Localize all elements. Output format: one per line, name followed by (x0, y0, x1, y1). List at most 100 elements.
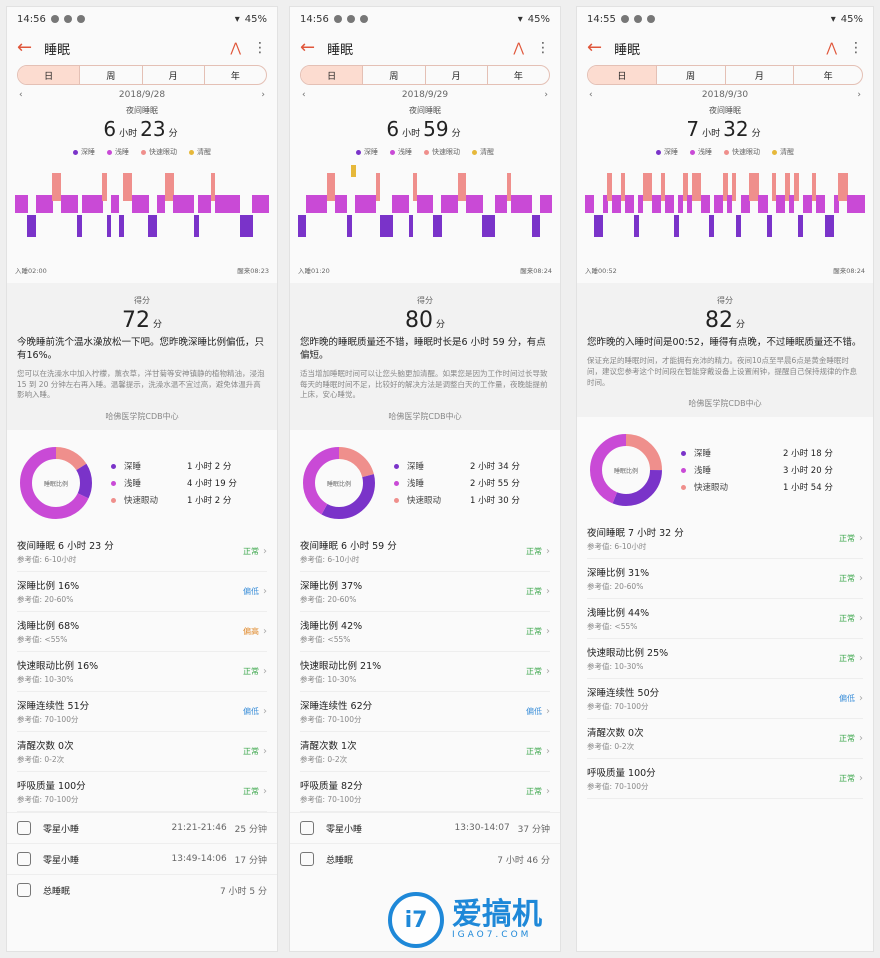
next-day-icon[interactable]: › (857, 90, 861, 100)
tab-3[interactable]: 年 (823, 71, 833, 82)
ratio-donut: 睡眠比例 (20, 447, 92, 520)
next-day-icon[interactable]: › (544, 90, 548, 100)
prev-day-icon[interactable]: ‹ (19, 90, 23, 100)
legend-item: 清醒 (772, 147, 794, 157)
tab-2[interactable]: 月 (726, 66, 795, 84)
stage-bar (322, 195, 327, 213)
stage-bar (718, 195, 724, 213)
tab-1[interactable]: 周 (363, 66, 426, 84)
share-icon[interactable]: ⋀ (230, 40, 241, 56)
chevron-right-icon: › (263, 786, 267, 798)
metric-name: 呼吸质量 82分 (300, 781, 363, 793)
more-icon[interactable]: ⋮ (253, 40, 267, 56)
status-bar: 14:56 ▾ 45% (7, 7, 277, 31)
back-arrow-icon[interactable]: ← (17, 37, 33, 58)
stage-bar (416, 195, 422, 213)
stage-bar (384, 215, 389, 237)
nap-row[interactable]: 总睡眠 7 小时 46 分 (290, 843, 560, 874)
stage-bar (847, 195, 852, 213)
donut-slice (20, 447, 92, 520)
metric-row[interactable]: 清醒次数 0次 参考值: 0-2次 正常 › (587, 719, 863, 760)
metric-row[interactable]: 呼吸质量 100分 参考值: 70-100分 正常 › (17, 772, 267, 813)
metric-row[interactable]: 深睡比例 16% 参考值: 20-60% 偏低 › (17, 572, 267, 613)
app-bar: ← 睡眠 ⋀ ⋮ (290, 31, 560, 65)
metric-row[interactable]: 夜间睡眠 6 小时 59 分参考值: 6-10小时 正常 › (300, 532, 550, 573)
breakdown-name: 深睡 (694, 449, 712, 460)
stage-bar (123, 173, 128, 201)
more-icon[interactable]: ⋮ (849, 40, 863, 56)
score-label: 得分 (717, 296, 733, 305)
tab-1[interactable]: 周 (80, 66, 143, 84)
metric-row[interactable]: 浅睡比例 42% 参考值: <55% 正常 › (300, 612, 550, 653)
metric-row[interactable]: 呼吸质量 82分 参考值: 70-100分 正常 › (300, 772, 550, 813)
metric-row[interactable]: 深睡比例 31% 参考值: 20-60% 正常 › (587, 559, 863, 600)
metric-row[interactable]: 深睡比例 37% 参考值: 20-60% 正常 › (300, 572, 550, 613)
tip-text: 保证充足的睡眠时间，才能拥有充沛的精力。夜间10点至早晨6点是黄金睡眠时间，建议… (587, 355, 857, 387)
prev-day-icon[interactable]: ‹ (302, 90, 306, 100)
more-icon[interactable]: ⋮ (536, 40, 550, 56)
nap-row[interactable]: 零星小睡 13:49-14:06 17 分钟 (7, 843, 277, 874)
metric-row[interactable]: 清醒次数 1次 参考值: 0-2次 正常 › (300, 732, 550, 773)
nap-icon (300, 852, 314, 867)
stage-bar (673, 215, 679, 237)
metric-row[interactable]: 浅睡比例 68% 参考值: <55% 偏高 › (17, 612, 267, 653)
tab-2[interactable]: 月 (143, 66, 205, 84)
legend-item: 深睡 (356, 147, 378, 157)
nap-row[interactable]: 零星小睡 21:21-21:46 25 分钟 (7, 812, 277, 843)
tab-3[interactable]: 年 (230, 71, 240, 82)
stage-bar (856, 195, 861, 213)
metric-text: 浅睡比例 68% 参考值: <55% (17, 618, 243, 645)
stage-bar (210, 173, 216, 201)
metric-row[interactable]: 快速眼动比例 16% 参考值: 10-30% 正常 › (17, 652, 267, 693)
back-arrow-icon[interactable]: ← (300, 37, 316, 58)
hours-unit: 小时 (402, 129, 421, 139)
tab-3[interactable]: 年 (513, 71, 523, 82)
chevron-right-icon: › (263, 746, 267, 758)
metric-row[interactable]: 深睡连续性 50分 参考值: 70-100分 偏低 › (587, 679, 863, 720)
stage-bar (318, 195, 323, 213)
metric-row[interactable]: 快速眼动比例 25% 参考值: 10-30% 正常 › (587, 639, 863, 680)
stage-bar (388, 215, 393, 237)
nap-row[interactable]: 零星小睡 13:30-14:07 37 分钟 (290, 812, 560, 843)
tab-0[interactable]: 日 (18, 66, 81, 84)
metric-row[interactable]: 夜间睡眠 6 小时 23 分参考值: 6-10小时 正常 › (17, 532, 267, 573)
tab-1[interactable]: 周 (657, 66, 726, 84)
chevron-right-icon: › (859, 773, 863, 785)
metric-row[interactable]: 夜间睡眠 7 小时 32 分参考值: 6-10小时 正常 › (587, 519, 863, 560)
nap-row[interactable]: 总睡眠 7 小时 5 分 (7, 874, 277, 905)
score-card: 得分 82 分您昨晚的入睡时间是00:52，睡得有点晚，不过睡眠质量还不错。 保证充足… (577, 283, 873, 418)
status-left: 14:56 (17, 14, 85, 25)
tab-0[interactable]: 日 (301, 66, 364, 84)
stage-bar (696, 173, 701, 201)
metric-row[interactable]: 深睡连续性 51分 参考值: 70-100分 偏低 › (17, 692, 267, 733)
metric-name: 浅睡比例 44% (587, 608, 650, 620)
stage-legend: 深睡 浅睡 快速眼动 清醒 (577, 147, 873, 157)
back-arrow-icon[interactable]: ← (587, 37, 603, 58)
next-day-icon[interactable]: › (261, 90, 265, 100)
breakdown-dot (394, 497, 399, 503)
score-value: 82 分 (587, 308, 863, 333)
metric-row[interactable]: 浅睡比例 44% 参考值: <55% 正常 › (587, 599, 863, 640)
share-icon[interactable]: ⋀ (826, 40, 837, 56)
donut-slice (590, 434, 662, 507)
watermark-logo: i7 (388, 892, 444, 948)
metric-name: 浅睡比例 68% (17, 621, 80, 633)
tab-0[interactable]: 日 (588, 66, 657, 84)
stage-bar (727, 195, 732, 213)
stage-bar (633, 215, 639, 237)
tab-2[interactable]: 月 (426, 66, 488, 84)
metric-name: 清醒次数 1次 (300, 741, 357, 753)
metric-row[interactable]: 快速眼动比例 21% 参考值: 10-30% 正常 › (300, 652, 550, 693)
stage-bar (678, 195, 684, 213)
sleep-duration: 7 小时 32 分 (577, 117, 873, 141)
prev-day-icon[interactable]: ‹ (589, 90, 593, 100)
share-icon[interactable]: ⋀ (513, 40, 524, 56)
metric-row[interactable]: 深睡连续性 62分 参考值: 70-100分 偏低 › (300, 692, 550, 733)
stage-bar (607, 173, 612, 201)
metric-row[interactable]: 清醒次数 0次 参考值: 0-2次 正常 › (17, 732, 267, 773)
source-label: 哈佛医学院CDB中心 (388, 412, 462, 422)
breakdown-name: 深睡 (407, 462, 425, 473)
metric-row[interactable]: 呼吸质量 100分 参考值: 70-100分 正常 › (587, 759, 863, 800)
stage-bar (585, 195, 590, 213)
stage-bar (762, 195, 768, 213)
